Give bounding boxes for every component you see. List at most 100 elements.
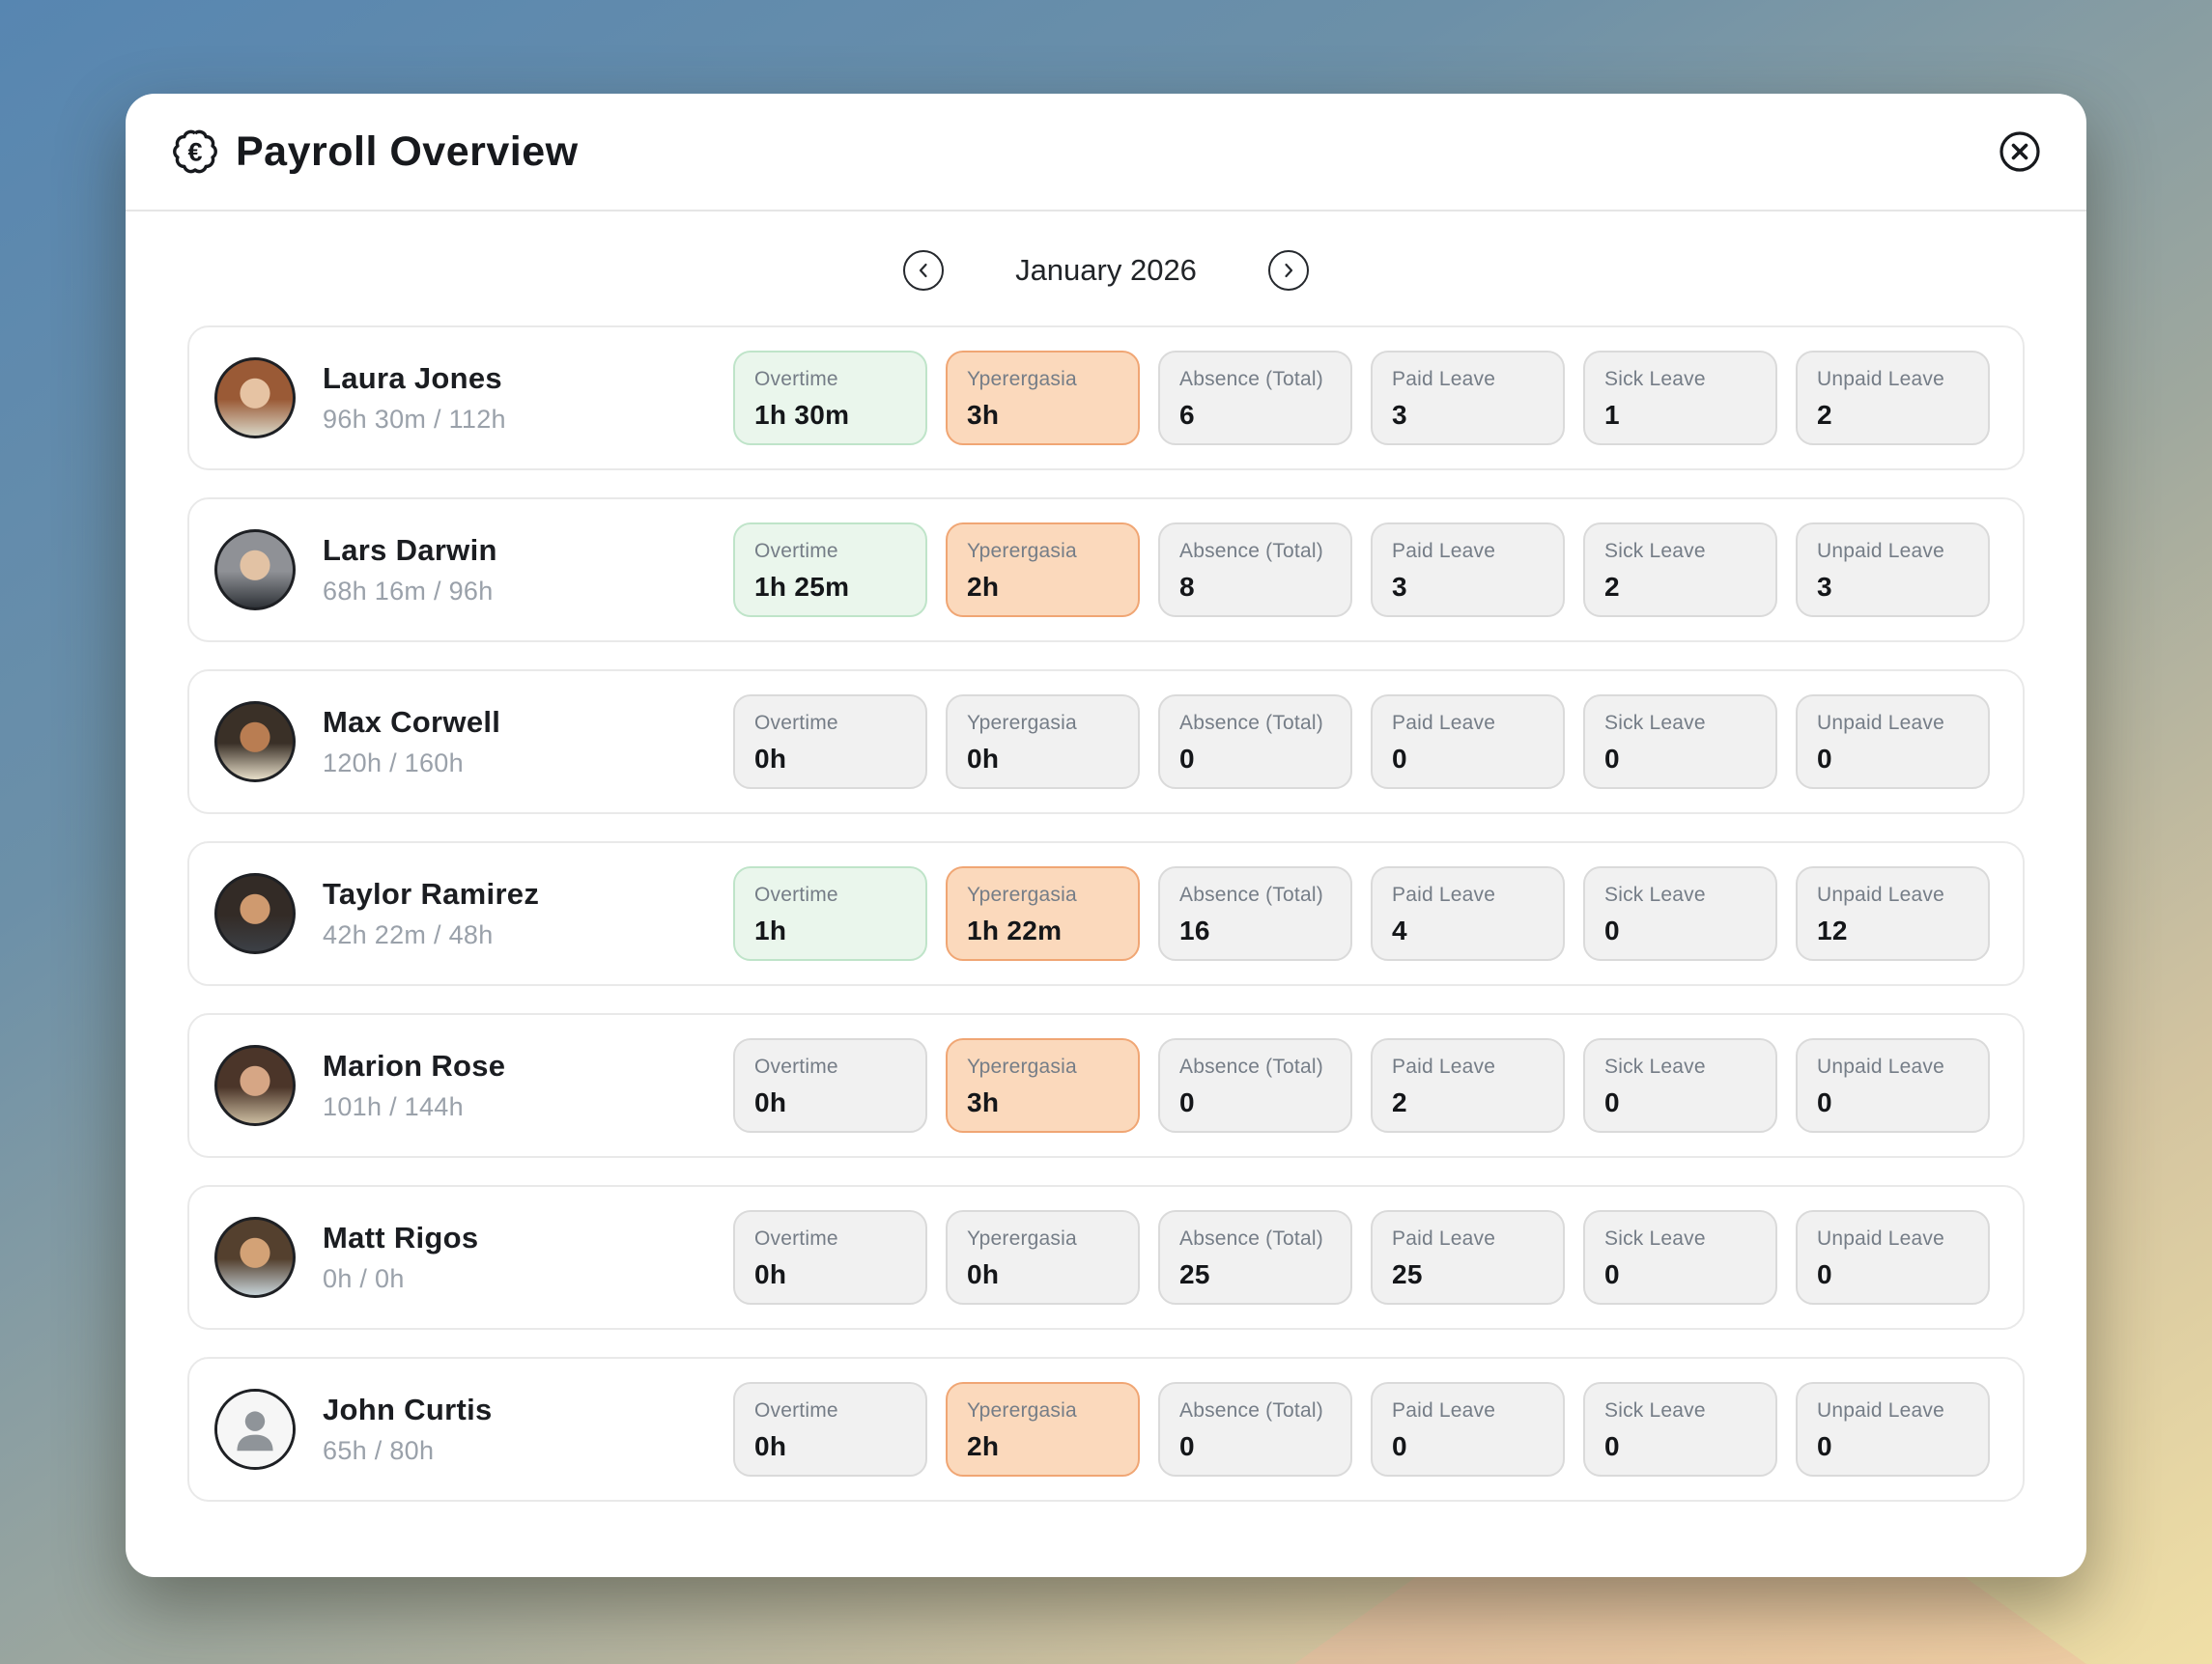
stat-label: Absence (Total) — [1179, 712, 1323, 734]
stat-value: 1h 25m — [754, 572, 850, 602]
stat-label: Absence (Total) — [1179, 368, 1323, 390]
employee-row[interactable]: Marion Rose 101h / 144h Overtime 0h Yper… — [187, 1013, 2025, 1158]
stat-label: Paid Leave — [1392, 1056, 1496, 1078]
stat-chip: Yperergasia 0h — [946, 1210, 1140, 1305]
stat-label: Overtime — [754, 1399, 838, 1422]
stat-label: Sick Leave — [1604, 1399, 1706, 1422]
stat-value: 0 — [1604, 916, 1620, 945]
stat-value: 1 — [1604, 400, 1620, 430]
stat-value: 0 — [1604, 1087, 1620, 1117]
stat-chips: Overtime 0h Yperergasia 0h Absence (Tota… — [733, 1210, 1990, 1305]
stat-value: 0h — [754, 744, 787, 774]
stat-value: 25 — [1179, 1259, 1210, 1289]
employee-row[interactable]: John Curtis 65h / 80h Overtime 0h Yperer… — [187, 1357, 2025, 1502]
chevron-left-icon — [919, 263, 927, 278]
stat-value: 12 — [1817, 916, 1848, 945]
stat-label: Overtime — [754, 1227, 838, 1250]
stat-chip: Yperergasia 1h 22m — [946, 866, 1140, 961]
stat-chip: Unpaid Leave 0 — [1796, 1210, 1990, 1305]
stat-value: 0 — [1817, 744, 1832, 774]
stat-label: Paid Leave — [1392, 884, 1496, 906]
employee-row[interactable]: Lars Darwin 68h 16m / 96h Overtime 1h 25… — [187, 497, 2025, 642]
previous-month-button[interactable] — [903, 250, 944, 291]
stat-value: 0 — [1604, 744, 1620, 774]
stat-label: Absence (Total) — [1179, 1056, 1323, 1078]
stat-chip: Yperergasia 0h — [946, 694, 1140, 789]
stat-chip: Sick Leave 2 — [1583, 522, 1777, 617]
stat-chips: Overtime 1h 30m Yperergasia 3h Absence (… — [733, 351, 1990, 445]
stat-chip: Sick Leave 0 — [1583, 694, 1777, 789]
stat-chip: Unpaid Leave 0 — [1796, 1038, 1990, 1133]
stat-chips: Overtime 0h Yperergasia 0h Absence (Tota… — [733, 694, 1990, 789]
stat-label: Yperergasia — [967, 884, 1077, 906]
stat-chip: Overtime 1h 30m — [733, 351, 927, 445]
stat-value: 3 — [1392, 400, 1407, 430]
employee-hours: 101h / 144h — [323, 1092, 464, 1121]
stat-label: Overtime — [754, 1056, 838, 1078]
employee-row[interactable]: Matt Rigos 0h / 0h Overtime 0h Yperergas… — [187, 1185, 2025, 1330]
employee-info: Laura Jones 96h 30m / 112h — [323, 361, 641, 435]
employee-row[interactable]: Laura Jones 96h 30m / 112h Overtime 1h 3… — [187, 325, 2025, 470]
stat-value: 3 — [1392, 572, 1407, 602]
stat-chip: Yperergasia 3h — [946, 351, 1140, 445]
current-month-label: January 2026 — [1015, 253, 1197, 287]
employee-row[interactable]: Taylor Ramirez 42h 22m / 48h Overtime 1h… — [187, 841, 2025, 986]
avatar — [214, 1045, 296, 1126]
stat-chip: Paid Leave 0 — [1371, 694, 1565, 789]
stat-label: Yperergasia — [967, 1056, 1077, 1078]
stat-chip: Yperergasia 3h — [946, 1038, 1140, 1133]
employee-row[interactable]: Max Corwell 120h / 160h Overtime 0h Yper… — [187, 669, 2025, 814]
stat-value: 25 — [1392, 1259, 1423, 1289]
stat-value: 2 — [1392, 1087, 1407, 1117]
svg-text:€: € — [187, 138, 202, 167]
stat-chip: Overtime 1h 25m — [733, 522, 927, 617]
stat-value: 1h 22m — [967, 916, 1063, 945]
stat-value: 16 — [1179, 916, 1210, 945]
stat-chip: Absence (Total) 25 — [1158, 1210, 1352, 1305]
employee-name: John Curtis — [323, 1393, 493, 1426]
stat-chip: Overtime 0h — [733, 1210, 927, 1305]
stat-chip: Paid Leave 0 — [1371, 1382, 1565, 1477]
employee-list: Laura Jones 96h 30m / 112h Overtime 1h 3… — [126, 291, 2086, 1502]
stat-label: Overtime — [754, 884, 838, 906]
euro-badge-icon: € — [173, 129, 217, 174]
employee-name: Matt Rigos — [323, 1221, 479, 1255]
stat-value: 0h — [754, 1259, 787, 1289]
stat-value: 0 — [1604, 1259, 1620, 1289]
stat-value: 0 — [1179, 1431, 1195, 1461]
employee-info: John Curtis 65h / 80h — [323, 1393, 641, 1466]
stat-chip: Unpaid Leave 2 — [1796, 351, 1990, 445]
stat-chip: Overtime 0h — [733, 1382, 927, 1477]
close-button[interactable] — [1998, 129, 2042, 174]
avatar — [214, 1389, 296, 1470]
stat-value: 0h — [754, 1087, 787, 1117]
stat-chip: Sick Leave 0 — [1583, 1382, 1777, 1477]
stat-value: 0 — [1392, 744, 1407, 774]
stat-chip: Paid Leave 2 — [1371, 1038, 1565, 1133]
employee-name: Max Corwell — [323, 705, 501, 739]
stat-value: 0 — [1604, 1431, 1620, 1461]
stat-chip: Sick Leave 0 — [1583, 1038, 1777, 1133]
stat-value: 0 — [1817, 1431, 1832, 1461]
stat-value: 3 — [1817, 572, 1832, 602]
stat-label: Paid Leave — [1392, 540, 1496, 562]
month-navigation: January 2026 — [126, 250, 2086, 291]
employee-hours: 96h 30m / 112h — [323, 405, 506, 434]
stat-value: 0 — [1179, 1087, 1195, 1117]
stat-chip: Absence (Total) 0 — [1158, 1382, 1352, 1477]
stat-chip: Paid Leave 3 — [1371, 351, 1565, 445]
stat-label: Unpaid Leave — [1817, 1056, 1944, 1078]
stat-value: 0 — [1179, 744, 1195, 774]
stat-label: Sick Leave — [1604, 1056, 1706, 1078]
employee-info: Matt Rigos 0h / 0h — [323, 1221, 641, 1294]
stat-label: Sick Leave — [1604, 540, 1706, 562]
page-title: Payroll Overview — [236, 127, 579, 175]
next-month-button[interactable] — [1268, 250, 1309, 291]
stat-value: 0h — [967, 744, 1000, 774]
stat-label: Unpaid Leave — [1817, 1399, 1944, 1422]
stat-label: Unpaid Leave — [1817, 884, 1944, 906]
stat-chips: Overtime 1h Yperergasia 1h 22m Absence (… — [733, 866, 1990, 961]
stat-label: Yperergasia — [967, 368, 1077, 390]
stat-value: 0h — [967, 1259, 1000, 1289]
